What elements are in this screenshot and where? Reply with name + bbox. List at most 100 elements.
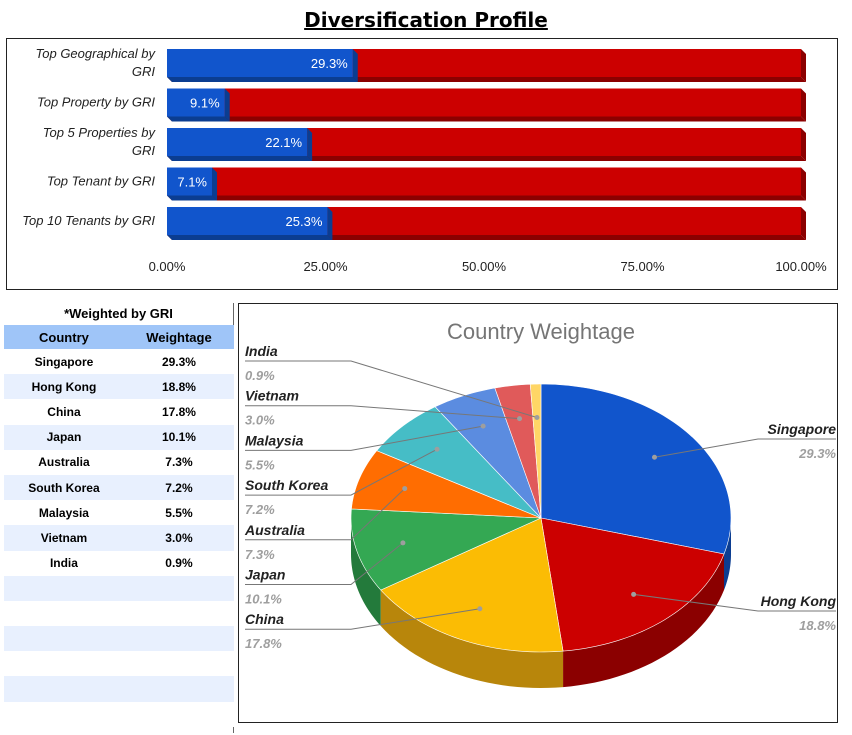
pie-category-label: India xyxy=(245,343,278,359)
table-row: Malaysia 5.5% xyxy=(4,500,234,526)
value-bar-side xyxy=(212,167,218,201)
value-bar-bottom xyxy=(167,195,218,201)
diversification-bar-chart: 29.3% Top Geographical by GRI 9.1% Top Prope… xyxy=(6,38,838,290)
weightage-cell: 3.0% xyxy=(123,525,234,551)
category-label-line: Top 10 Tenants by GRI xyxy=(22,213,155,228)
weightage-cell: 18.8% xyxy=(123,374,234,400)
country-cell: Japan xyxy=(4,424,124,450)
weightage-cell xyxy=(123,626,234,652)
rest-bar-bottom xyxy=(167,195,806,201)
pie-category-label: Hong Kong xyxy=(761,593,837,609)
bar-value-label: 7.1% xyxy=(177,175,207,190)
value-bar-side xyxy=(224,88,230,122)
value-bar xyxy=(167,49,353,77)
x-tick-label: 0.00% xyxy=(149,259,186,274)
table-row: Singapore 29.3% xyxy=(4,349,234,375)
weightage-cell: 10.1% xyxy=(123,424,234,450)
value-bar-bottom xyxy=(167,77,358,82)
x-tick-label: 100.00% xyxy=(775,259,827,274)
pie-slice xyxy=(540,517,725,652)
weightage-cell xyxy=(123,676,234,702)
pie-label-dot xyxy=(517,416,523,422)
rest-bar xyxy=(167,88,801,117)
pie-slice xyxy=(380,517,564,653)
pie-label-dot xyxy=(434,446,440,452)
table-row xyxy=(4,600,234,627)
category-label: Top Tenant by GRI xyxy=(47,174,156,189)
pie-chart-canvas: Country Weightage Singapore 29.3% Hong Kong… xyxy=(244,319,837,688)
page-title: Diversification Profile xyxy=(304,8,548,32)
category-label-line: GRI xyxy=(132,64,156,79)
pie-slice xyxy=(540,383,732,555)
table-row xyxy=(4,676,234,702)
country-cell xyxy=(4,701,124,727)
x-tick-label: 75.00% xyxy=(620,259,665,274)
country-cell: China xyxy=(4,399,124,425)
country-cell: Australia xyxy=(4,449,124,475)
pie-leader-line xyxy=(245,425,484,451)
country-cell: Hong Kong xyxy=(4,374,124,400)
rest-bar-side xyxy=(801,88,806,122)
pie-slice xyxy=(351,450,542,519)
table-row: Australia 7.3% xyxy=(4,449,234,475)
table-row: Hong Kong 18.8% xyxy=(4,374,234,400)
category-label: Top Property by GRI xyxy=(37,95,155,110)
pie-label-dot xyxy=(400,540,406,546)
country-cell: South Korea xyxy=(4,474,124,501)
value-bar-bottom xyxy=(167,116,230,122)
pie-leader-line xyxy=(245,448,438,496)
table-row: Japan 10.1% xyxy=(4,424,234,450)
weightage-cell: 5.5% xyxy=(123,500,234,526)
country-cell xyxy=(4,600,124,627)
weightage-cell: 29.3% xyxy=(123,349,234,375)
category-label-line: Top Tenant by GRI xyxy=(47,174,156,189)
category-label-line: Top Geographical by xyxy=(36,46,157,61)
pie-value-label: 5.5% xyxy=(245,457,275,472)
pie-value-label: 7.2% xyxy=(245,502,275,517)
weights-table-panel: *Weighted by GRI Country Weightage Singa… xyxy=(4,303,234,733)
pie-value-label: 7.3% xyxy=(245,547,275,562)
weightage-cell xyxy=(123,701,234,727)
country-cell xyxy=(4,575,124,601)
pie-category-label: Australia xyxy=(244,522,305,538)
country-cell: Vietnam xyxy=(4,525,124,551)
pie-label-dot xyxy=(480,423,486,429)
country-cell: Malaysia xyxy=(4,500,124,526)
pie-category-label: Singapore xyxy=(768,421,837,437)
pie-value-label: 3.0% xyxy=(245,413,275,428)
value-bar xyxy=(167,167,213,196)
pie-slice-side xyxy=(724,518,731,590)
table-row: Vietnam 3.0% xyxy=(4,525,234,551)
pie-leader-line xyxy=(245,608,480,630)
weightage-cell: 7.3% xyxy=(123,449,234,475)
pie-leader-line xyxy=(245,405,520,420)
column-header-weightage: Weightage xyxy=(123,325,234,349)
value-bar-bottom xyxy=(167,235,333,240)
table-row: South Korea 7.2% xyxy=(4,474,234,501)
rest-bar-side xyxy=(801,167,806,201)
category-label: Top 5 Properties by GRI xyxy=(43,125,157,158)
value-bar-side xyxy=(352,49,358,82)
pie-label-dot xyxy=(402,486,408,492)
column-header-country: Country xyxy=(4,325,124,349)
table-caption: *Weighted by GRI xyxy=(64,306,173,321)
weightage-cell xyxy=(123,600,234,627)
country-cell xyxy=(4,651,124,677)
pie-value-label: 29.3% xyxy=(798,446,836,461)
bar-chart-canvas: 29.3% Top Geographical by GRI 9.1% Top Prope… xyxy=(22,46,827,274)
value-bar-side xyxy=(327,207,333,240)
country-cell: India xyxy=(4,550,124,576)
pie-label-dot xyxy=(477,606,483,612)
pie-slice-side xyxy=(563,554,725,688)
pie-leader-line xyxy=(245,542,404,585)
country-cell xyxy=(4,626,124,652)
category-label-line: Top 5 Properties by xyxy=(43,125,157,140)
rest-bar-side xyxy=(801,207,806,240)
pie-slice xyxy=(350,508,542,591)
country-cell xyxy=(4,676,124,702)
value-bar-side xyxy=(307,128,313,161)
table-header-row: Country Weightage xyxy=(4,325,234,349)
weights-table-body: Singapore 29.3% Hong Kong 18.8% China 17.8% Ja… xyxy=(4,349,234,727)
table-row: India 0.9% xyxy=(4,550,234,576)
pie-label-dot xyxy=(534,415,540,421)
